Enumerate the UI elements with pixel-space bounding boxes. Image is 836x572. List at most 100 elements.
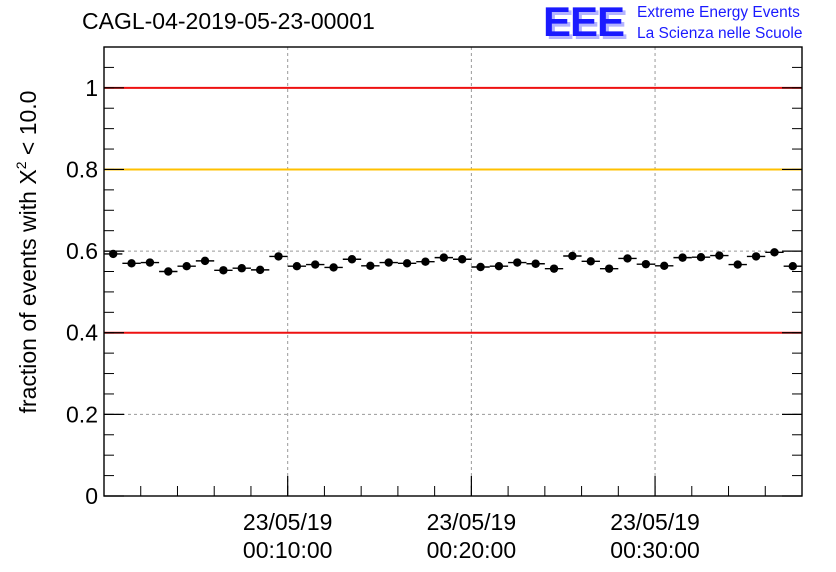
point-marker xyxy=(292,261,302,271)
point-marker xyxy=(733,260,742,269)
data-point xyxy=(636,259,656,269)
data-point xyxy=(765,248,784,257)
point-marker xyxy=(311,260,320,269)
logo-line-1: Extreme Energy Events xyxy=(637,4,800,21)
data-points xyxy=(104,248,802,276)
reference-lines xyxy=(104,86,802,334)
point-marker xyxy=(164,267,173,276)
eee-logo-mark: EEE xyxy=(543,0,625,45)
y-axis-label-suffix: < 10.0 xyxy=(15,91,41,162)
y-tick-label: 0.8 xyxy=(66,156,98,182)
data-point xyxy=(140,258,160,267)
x-tick-label-time: 00:30:00 xyxy=(610,537,700,563)
x-tick-label-date: 23/05/19 xyxy=(427,509,517,535)
data-point xyxy=(746,252,766,261)
point-marker xyxy=(623,254,632,263)
point-marker xyxy=(549,264,559,273)
y-tick-label: 1 xyxy=(85,75,98,101)
point-marker xyxy=(660,261,669,270)
point-marker xyxy=(182,261,191,271)
data-point xyxy=(655,261,674,270)
eee-logo: EEE Extreme Energy Events La Scienza nel… xyxy=(543,0,833,46)
data-point xyxy=(489,261,509,271)
point-marker xyxy=(347,255,357,264)
point-marker xyxy=(384,258,393,267)
point-marker xyxy=(127,259,136,268)
point-marker xyxy=(513,258,522,267)
y-tick-label: 0.4 xyxy=(66,320,98,346)
data-point xyxy=(324,263,343,272)
data-point xyxy=(416,257,435,266)
plot-frame xyxy=(103,46,803,497)
y-axis-label-prefix: fraction of events with xyxy=(15,185,41,414)
data-point xyxy=(673,253,692,262)
data-point xyxy=(159,267,178,276)
data-point xyxy=(177,261,196,271)
point-marker xyxy=(255,265,265,275)
x-tick-label-time: 00:10:00 xyxy=(243,537,333,563)
data-point xyxy=(122,259,141,268)
data-point xyxy=(618,254,637,263)
point-marker xyxy=(329,263,338,272)
data-point xyxy=(728,260,747,269)
data-point xyxy=(287,261,307,271)
data-point xyxy=(563,251,582,261)
data-point xyxy=(471,262,490,272)
point-marker xyxy=(200,256,210,266)
data-point xyxy=(710,251,729,260)
data-point xyxy=(214,266,233,275)
data-point xyxy=(526,259,545,268)
y-axis-label: fraction of events with X2 < 10.0 xyxy=(13,91,41,414)
point-marker xyxy=(678,253,687,262)
point-marker xyxy=(751,252,761,261)
data-point xyxy=(508,258,527,267)
point-marker xyxy=(494,261,504,271)
data-point xyxy=(599,264,619,273)
y-axis-label-sup: 2 xyxy=(13,161,29,169)
point-marker xyxy=(788,261,798,271)
x-tick-label-date: 23/05/19 xyxy=(243,509,333,535)
y-axis-label-symbol: X xyxy=(15,169,41,184)
y-tick-label: 0.2 xyxy=(66,401,98,427)
y-tick-label: 0 xyxy=(85,483,98,509)
data-point xyxy=(544,264,564,273)
grid xyxy=(104,47,802,496)
data-point xyxy=(397,259,417,268)
data-point xyxy=(379,258,398,267)
data-point xyxy=(306,260,325,269)
data-point xyxy=(269,252,288,261)
point-marker xyxy=(402,259,412,268)
point-marker xyxy=(439,253,449,262)
data-point xyxy=(342,255,362,264)
x-tick-label-time: 00:20:00 xyxy=(427,537,517,563)
point-marker xyxy=(568,251,577,261)
point-marker xyxy=(715,251,724,260)
data-point xyxy=(453,255,472,264)
data-point xyxy=(232,264,251,273)
point-marker xyxy=(641,259,651,269)
point-marker xyxy=(476,262,485,272)
point-marker xyxy=(696,253,706,262)
point-marker xyxy=(237,264,246,273)
y-axis: 0 0.2 0.4 0.6 0.8 1 xyxy=(66,46,802,509)
y-tick-label: 0.6 xyxy=(66,238,98,264)
data-point xyxy=(434,253,453,262)
point-marker xyxy=(770,248,779,257)
point-marker xyxy=(421,257,430,266)
data-point xyxy=(361,261,380,270)
logo-line-2: La Scienza nelle Scuole xyxy=(637,25,803,42)
data-point xyxy=(581,257,600,266)
x-axis: 23/05/1900:10:0023/05/1900:20:0023/05/19… xyxy=(103,476,803,563)
data-point xyxy=(691,253,711,262)
point-marker xyxy=(457,255,467,264)
point-marker xyxy=(219,266,228,275)
data-point xyxy=(783,261,802,271)
point-marker xyxy=(145,258,155,267)
point-marker xyxy=(108,249,118,259)
point-marker xyxy=(274,252,283,261)
point-marker xyxy=(586,257,595,266)
point-marker xyxy=(604,264,614,273)
point-marker xyxy=(366,261,375,270)
data-point xyxy=(104,249,123,259)
